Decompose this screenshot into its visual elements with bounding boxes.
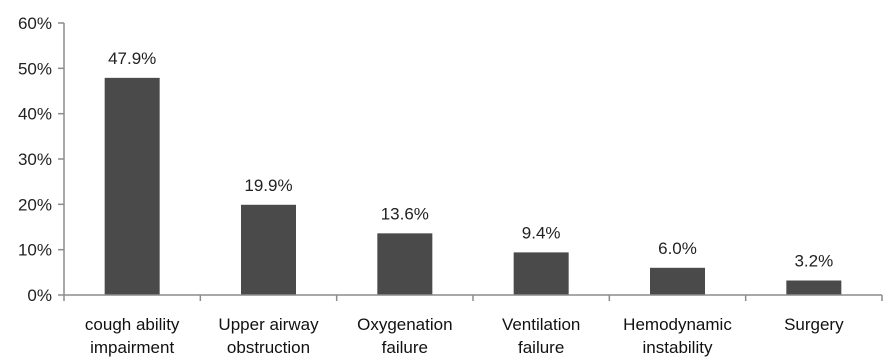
data-label: 9.4%	[522, 223, 561, 242]
bars	[104, 77, 842, 295]
x-axis-ticks	[63, 295, 883, 301]
y-tick-label: 30%	[18, 150, 52, 169]
category-label: Hemodynamic instability	[623, 315, 732, 357]
data-label: 3.2%	[794, 251, 833, 270]
y-tick-label: 0%	[27, 286, 52, 305]
y-tick-label: 10%	[18, 241, 52, 260]
data-label: 47.9%	[108, 49, 156, 68]
data-labels: 47.9% 19.9% 13.6% 9.4% 6.0% 3.2%	[108, 49, 833, 271]
y-tick-label: 50%	[18, 59, 52, 78]
y-axis-ticks: 0% 10% 20% 30% 40% 50% 60%	[18, 14, 64, 305]
category-label: cough ability impairment	[85, 315, 180, 357]
bar	[104, 77, 160, 295]
y-tick-label: 40%	[18, 105, 52, 124]
category-labels: cough ability impairment Upper airway obstr…	[85, 315, 844, 357]
bar	[241, 204, 296, 295]
category-label: Surgery	[784, 315, 844, 334]
data-label: 6.0%	[658, 239, 697, 258]
y-tick-label: 20%	[18, 195, 52, 214]
data-label: 13.6%	[381, 204, 429, 223]
bar	[786, 280, 842, 295]
category-label: Ventilation failure	[502, 315, 580, 357]
bar	[513, 252, 569, 295]
data-label: 19.9%	[244, 176, 292, 195]
y-tick-label: 60%	[18, 14, 52, 33]
bar	[377, 233, 433, 295]
bar	[650, 267, 705, 295]
category-label: Upper airway obstruction	[218, 315, 319, 357]
category-label: Oxygenation failure	[357, 315, 452, 357]
